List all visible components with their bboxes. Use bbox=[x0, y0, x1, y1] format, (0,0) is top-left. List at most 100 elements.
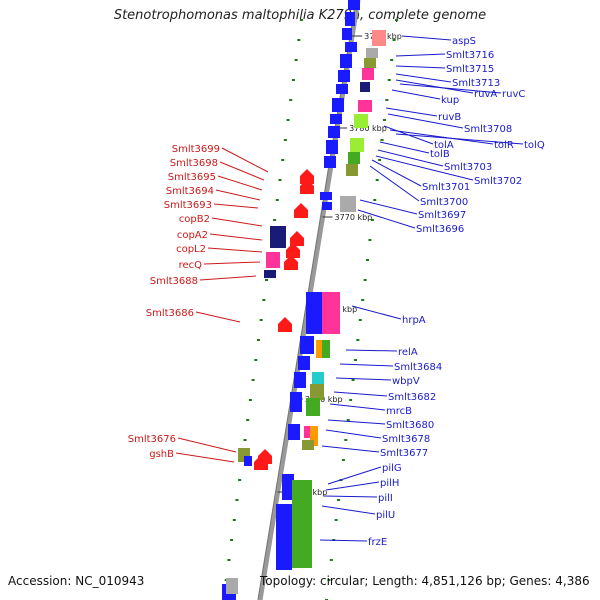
forward-gene-label: frzE bbox=[368, 537, 387, 548]
reverse-cds bbox=[300, 169, 314, 184]
forward-gene-label: Smlt3677 bbox=[380, 448, 428, 459]
forward-cog-block bbox=[360, 82, 370, 92]
forward-cds bbox=[322, 202, 332, 210]
forward-leader-line bbox=[359, 199, 418, 215]
forward-leader-line bbox=[339, 363, 394, 367]
reverse-cds bbox=[286, 243, 300, 258]
forward-gene-label: tolA bbox=[434, 140, 454, 151]
reverse-cds bbox=[290, 231, 304, 246]
reverse-gene-label: Smlt3688 bbox=[150, 276, 198, 287]
forward-cog-block bbox=[302, 440, 314, 450]
forward-gene-label: wbpV bbox=[392, 376, 420, 387]
forward-leader-line bbox=[351, 305, 402, 320]
forward-leader-line bbox=[379, 141, 430, 154]
forward-gene-label: aspS bbox=[452, 36, 476, 47]
forward-cog-block bbox=[322, 292, 340, 334]
forward-gene-label: Smlt3678 bbox=[382, 434, 430, 445]
reverse-gene-label: Smlt3699 bbox=[172, 144, 220, 155]
reverse-cds bbox=[284, 255, 298, 270]
forward-leader-line bbox=[395, 133, 524, 145]
forward-leader-line bbox=[389, 129, 494, 145]
forward-leader-line bbox=[401, 35, 452, 41]
reverse-leader-line bbox=[203, 261, 261, 265]
reverse-gene-label: Smlt3695 bbox=[168, 172, 216, 183]
forward-leader-line bbox=[357, 209, 416, 229]
forward-cog-block bbox=[346, 164, 358, 176]
forward-leader-line bbox=[395, 65, 446, 69]
forward-cog-block bbox=[340, 196, 356, 212]
forward-gene-label: pilH bbox=[380, 478, 399, 489]
forward-gene-label: Smlt3703 bbox=[444, 162, 492, 173]
forward-cds bbox=[340, 54, 352, 68]
forward-cog-block bbox=[292, 480, 312, 568]
reverse-gene-label: copB2 bbox=[179, 214, 210, 225]
forward-leader-line bbox=[321, 445, 380, 453]
forward-gene-label: Smlt3715 bbox=[446, 64, 494, 75]
reverse-gene-label: Smlt3698 bbox=[170, 158, 218, 169]
forward-cds bbox=[332, 98, 344, 112]
forward-cds bbox=[345, 42, 357, 52]
map-title: Stenotrophomonas maltophilia K279a, comp… bbox=[113, 8, 487, 23]
forward-gene-label: Smlt3700 bbox=[420, 197, 468, 208]
forward-gene-label: ruvA bbox=[474, 89, 497, 100]
forward-cog-block bbox=[226, 578, 238, 594]
forward-leader-line bbox=[395, 73, 452, 83]
reverse-gene-label: copL2 bbox=[176, 244, 206, 255]
topology-text: Topology: circular; Length: 4,851,126 bp… bbox=[260, 574, 590, 588]
forward-leader-line bbox=[385, 107, 438, 117]
reverse-cog-block bbox=[264, 270, 276, 278]
scale-label: 3780 kbp bbox=[349, 124, 387, 133]
forward-leader-line bbox=[391, 89, 441, 100]
reverse-leader-line bbox=[177, 437, 237, 453]
forward-gene-label: Smlt3716 bbox=[446, 50, 494, 61]
forward-cog-block bbox=[366, 48, 378, 58]
reverse-leader-line bbox=[175, 452, 235, 463]
forward-cog-block bbox=[310, 384, 324, 400]
forward-gene-label: Smlt3697 bbox=[418, 210, 466, 221]
reverse-leader-line bbox=[219, 161, 265, 181]
reverse-leader-line bbox=[207, 247, 263, 253]
forward-leader-line bbox=[387, 113, 464, 129]
forward-cds bbox=[326, 140, 338, 154]
forward-leader-line bbox=[329, 403, 386, 411]
forward-cds bbox=[294, 372, 306, 388]
forward-gene-label: ruvB bbox=[438, 112, 461, 123]
reverse-leader-line bbox=[195, 311, 241, 323]
reverse-leader-line bbox=[209, 233, 263, 241]
reverse-leader-line bbox=[221, 147, 269, 173]
forward-gene-label: Smlt3713 bbox=[452, 78, 500, 89]
forward-leader-line bbox=[323, 495, 378, 498]
forward-cds bbox=[336, 84, 348, 94]
forward-cds bbox=[276, 504, 292, 570]
forward-leader-line bbox=[375, 155, 474, 181]
reverse-cds bbox=[300, 179, 314, 194]
reverse-leader-line bbox=[213, 203, 259, 209]
forward-gene-label: Smlt3696 bbox=[416, 224, 464, 235]
forward-leader-line bbox=[399, 83, 502, 94]
forward-cds bbox=[306, 292, 322, 334]
reverse-gene-label: gshB bbox=[149, 449, 174, 460]
forward-gene-label: Smlt3680 bbox=[386, 420, 434, 431]
reverse-leader-line bbox=[199, 275, 257, 281]
forward-leader-line bbox=[395, 79, 474, 94]
forward-cog-block bbox=[358, 100, 372, 112]
reverse-leader-line bbox=[215, 189, 261, 201]
forward-cds bbox=[330, 114, 342, 124]
forward-gene-label: tolB bbox=[430, 149, 450, 160]
reverse-leader-line bbox=[211, 217, 263, 227]
forward-gene-label: Smlt3701 bbox=[422, 182, 470, 193]
forward-cog-block bbox=[348, 152, 360, 164]
forward-cds bbox=[324, 156, 336, 168]
forward-cog-block bbox=[350, 138, 364, 152]
forward-leader-line bbox=[395, 53, 446, 57]
reverse-cds bbox=[254, 455, 268, 470]
forward-cds bbox=[290, 392, 302, 412]
forward-gene-label: kup bbox=[441, 95, 459, 106]
forward-gene-label: Smlt3684 bbox=[394, 362, 442, 373]
forward-leader-line bbox=[335, 377, 392, 381]
forward-cog-block bbox=[304, 426, 314, 438]
accession-text: Accession: NC_010943 bbox=[8, 574, 145, 588]
forward-gene-label: pilG bbox=[382, 463, 402, 474]
reverse-cds bbox=[294, 203, 308, 218]
